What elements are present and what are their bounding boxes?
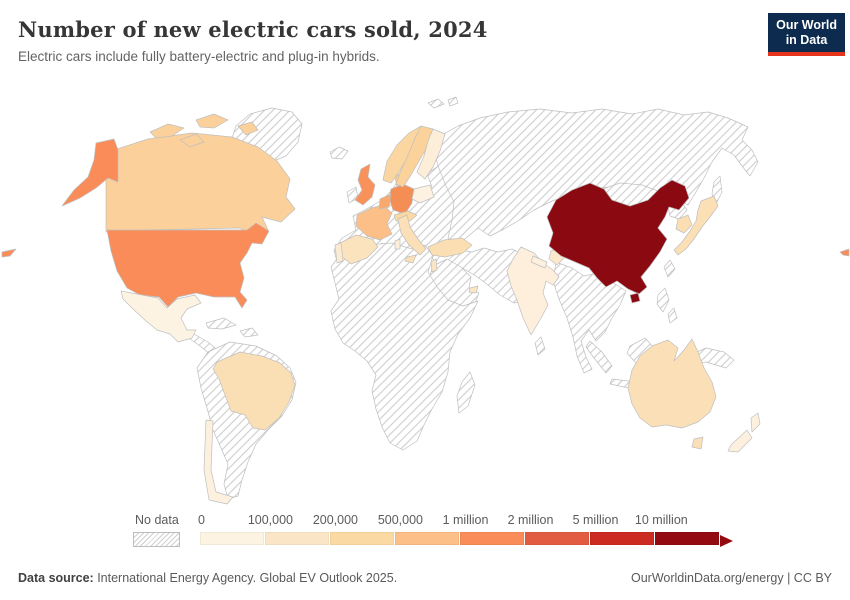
legend-bin-4[interactable]: 1 million	[443, 513, 525, 545]
country-usa-aleutian-west[interactable]	[1, 248, 17, 258]
data-source-text: International Energy Agency. Global EV O…	[93, 571, 398, 585]
data-countries[interactable]	[1, 113, 850, 505]
country-nepal[interactable]	[530, 255, 548, 269]
legend-no-data[interactable]: No data	[133, 512, 180, 547]
footer: Data source: International Energy Agency…	[18, 571, 832, 585]
data-source-label: Data source:	[18, 571, 94, 585]
legend-tick: 100,000	[247, 513, 294, 527]
legend-no-data-label: No data	[135, 513, 179, 527]
region-sumatra-no-data[interactable]	[585, 340, 613, 374]
no-data-regions[interactable]	[189, 96, 759, 500]
owid-url-license[interactable]: OurWorldinData.org/energy | CC BY	[630, 571, 832, 585]
country-canada-arctic-4[interactable]	[179, 133, 205, 148]
country-france[interactable]	[355, 204, 393, 241]
legend-bin-0[interactable]: 0	[198, 513, 265, 545]
country-poland[interactable]	[411, 184, 435, 204]
legend-color-scale: 0 100,000 200,000 500,000 1 million 2 mi…	[198, 512, 733, 547]
region-philippines2-no-data[interactable]	[667, 307, 678, 324]
owid-logo[interactable]: Our World in Data	[768, 13, 845, 56]
region-philippines-no-data[interactable]	[656, 287, 670, 313]
country-uk[interactable]	[354, 163, 376, 206]
legend-tick: 500,000	[377, 513, 424, 527]
legend-bin-7[interactable]: 10 million	[635, 513, 720, 545]
data-source-note: Data source: International Energy Agency…	[18, 571, 397, 585]
legend-tick: 1 million	[442, 513, 489, 527]
legend-tick: 2 million	[507, 513, 554, 527]
country-turkey[interactable]	[427, 237, 473, 258]
country-israel[interactable]	[430, 258, 438, 273]
no-data-hatch-swatch[interactable]	[133, 532, 180, 547]
map-legend: No data 0 100,000 200,000 500,000 1 mill…	[133, 512, 733, 547]
legend-tick: 0	[198, 513, 205, 527]
country-south-korea[interactable]	[675, 214, 693, 234]
region-sri-lanka-no-data[interactable]	[534, 336, 546, 356]
country-italy[interactable]	[397, 214, 427, 256]
region-svalbard-no-data[interactable]	[427, 98, 445, 109]
country-canada-arctic-2[interactable]	[195, 113, 229, 129]
country-new-zealand-north[interactable]	[750, 412, 761, 433]
country-finland[interactable]	[416, 128, 446, 180]
country-india[interactable]	[506, 246, 560, 336]
legend-tick: 5 million	[572, 513, 619, 527]
page-title: Number of new electric cars sold, 2024	[18, 17, 488, 42]
legend-tick: 10 million	[634, 513, 688, 527]
legend-scale-arrow	[720, 535, 733, 547]
legend-bin-2[interactable]: 200,000	[313, 513, 395, 545]
region-hispaniola-no-data[interactable]	[239, 327, 259, 338]
country-sicily[interactable]	[404, 254, 417, 264]
legend-tick: 200,000	[312, 513, 359, 527]
region-iceland-no-data[interactable]	[329, 146, 349, 160]
country-sardinia[interactable]	[394, 238, 401, 250]
owid-logo-line2: in Data	[785, 33, 828, 47]
country-mexico[interactable]	[120, 290, 202, 343]
legend-bin-3[interactable]: 500,000	[378, 513, 460, 545]
country-japan[interactable]	[673, 195, 719, 256]
country-uae[interactable]	[468, 285, 479, 294]
country-canada-arctic-1[interactable]	[149, 123, 185, 139]
country-tasmania[interactable]	[691, 436, 704, 450]
country-benelux[interactable]	[378, 193, 392, 210]
region-taiwan-no-data[interactable]	[663, 259, 676, 278]
region-madagascar-no-data[interactable]	[456, 371, 476, 414]
country-canada-arctic-3[interactable]	[237, 121, 259, 136]
region-cuba-no-data[interactable]	[205, 317, 237, 330]
country-usa[interactable]	[106, 222, 270, 309]
region-africa-no-data[interactable]	[330, 242, 479, 451]
country-china[interactable]	[546, 179, 690, 295]
country-new-zealand-south[interactable]	[727, 429, 753, 453]
country-usa-alaska[interactable]	[61, 138, 119, 207]
country-brazil[interactable]	[212, 351, 296, 431]
country-portugal[interactable]	[334, 242, 344, 264]
page-subtitle: Electric cars include fully battery-elec…	[18, 49, 380, 64]
legend-bin-6[interactable]: 5 million	[573, 513, 655, 545]
region-svalbard2-no-data[interactable]	[447, 96, 459, 107]
country-usa-aleutian-east[interactable]	[839, 248, 850, 257]
region-russia-no-data[interactable]	[433, 108, 759, 247]
legend-bin-1[interactable]: 100,000	[248, 513, 330, 545]
owid-logo-line1: Our World	[776, 18, 837, 32]
country-chile[interactable]	[203, 419, 234, 505]
country-china-hainan[interactable]	[629, 292, 641, 304]
legend-bin-5[interactable]: 2 million	[508, 513, 590, 545]
country-australia[interactable]	[627, 338, 717, 429]
